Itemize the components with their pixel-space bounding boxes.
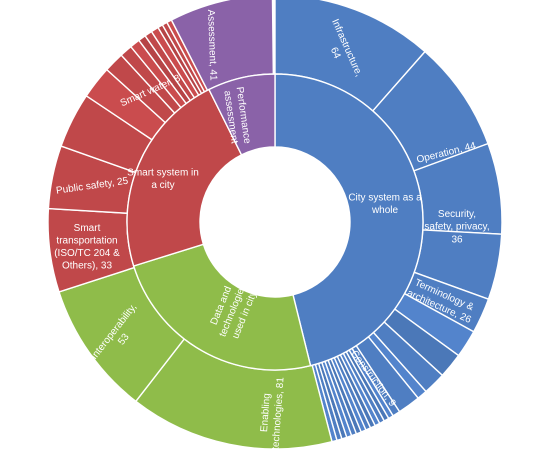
outer-label-security-safety-privacy: Security, safety, privacy, 36 [424, 209, 489, 245]
inner-segment-smart-system-in-a-city [126, 88, 243, 267]
inner-label-city-system-as-a-whole: City system as a whole [348, 192, 422, 216]
inner-ring [126, 73, 424, 371]
inner-segment-data-and-technologies-used-in-city [132, 243, 312, 371]
outer-ring [47, 0, 503, 450]
inner-segment-city-system-as-a-whole [274, 73, 424, 367]
outer-label-enabling-technologies: Enablingtechnologies, 81 [258, 376, 287, 451]
inner-label-smart-system-in-a-city: Smart system in a city [127, 167, 199, 191]
outer-label-smart-transportation-iso-tc-204-others: Smart transportation (ISO/TC 204 & Others),… [54, 223, 120, 272]
outer-label-assessment: Assessment, 41 [205, 9, 218, 81]
inner-segment-performance-assessment [208, 73, 276, 156]
